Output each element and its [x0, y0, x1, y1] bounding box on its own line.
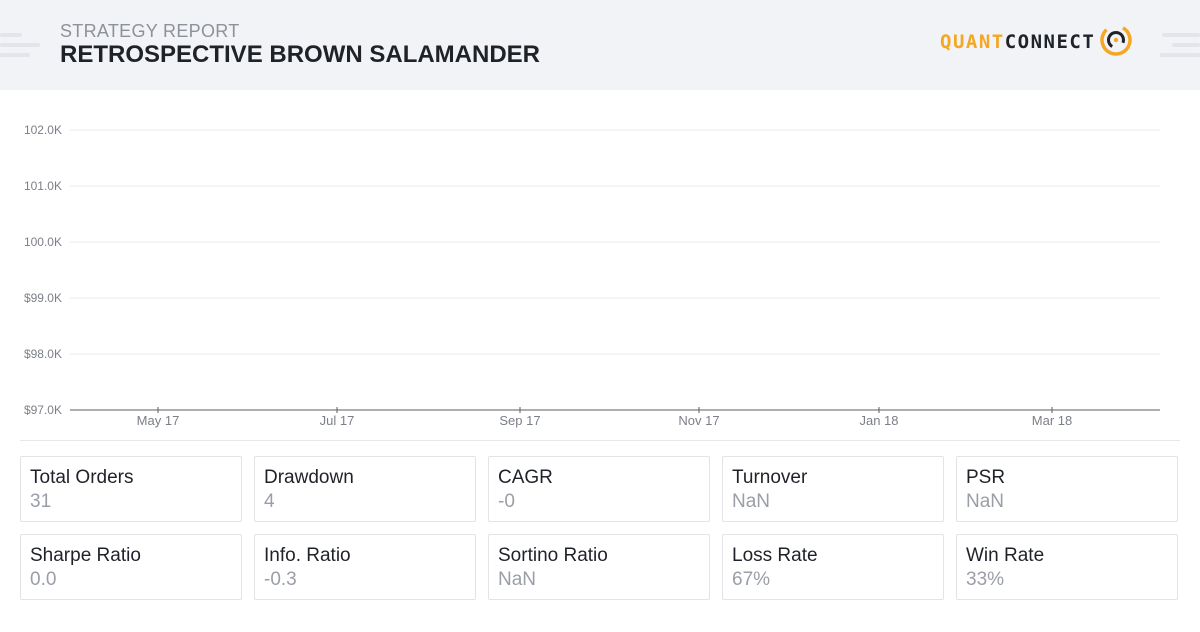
header-decoration-left: [0, 43, 40, 47]
quantconnect-logo: QUANTCONNECT: [940, 22, 1133, 62]
report-subtitle: STRATEGY REPORT: [60, 21, 240, 41]
stat-card-info-ratio: Info. Ratio -0.3: [254, 534, 476, 600]
stat-card-total-orders: Total Orders 31: [20, 456, 242, 522]
stat-label: PSR: [966, 467, 1006, 488]
stat-value: 31: [30, 491, 52, 512]
header-decoration-right: [1162, 33, 1200, 37]
quantconnect-logo-icon: [1099, 23, 1133, 62]
logo-text-connect: CONNECT: [1004, 31, 1096, 53]
stat-label: Turnover: [732, 467, 808, 488]
stat-value: NaN: [498, 569, 537, 590]
stat-label: Sharpe Ratio: [30, 545, 141, 566]
stat-label: CAGR: [498, 467, 553, 488]
stat-label: Sortino Ratio: [498, 545, 608, 566]
y-tick-label: 101.0K: [24, 179, 62, 193]
header-decoration-left: [0, 53, 30, 57]
stat-value: 0.0: [30, 569, 57, 590]
stat-label: Loss Rate: [732, 545, 818, 566]
y-tick-label: 102.0K: [24, 123, 62, 137]
stat-card-drawdown: Drawdown 4: [254, 456, 476, 522]
stat-card-cagr: CAGR -0: [488, 456, 710, 522]
x-tick-label: Nov 17: [678, 413, 719, 428]
x-tick-label: Jul 17: [320, 413, 355, 428]
header-decoration-right: [1172, 43, 1200, 47]
stat-value: 4: [264, 491, 275, 512]
section-divider: [20, 440, 1180, 441]
stat-label: Drawdown: [264, 467, 354, 488]
stat-value: 67%: [732, 569, 771, 590]
report-title: RETROSPECTIVE BROWN SALAMANDER: [60, 41, 541, 68]
stat-card-turnover: Turnover NaN: [722, 456, 944, 522]
stat-value: NaN: [966, 491, 1005, 512]
header-decoration-left: [0, 33, 22, 37]
stat-card-psr: PSR NaN: [956, 456, 1178, 522]
stat-card-win-rate: Win Rate 33%: [956, 534, 1178, 600]
x-tick-label: Sep 17: [499, 413, 540, 428]
y-tick-label: $99.0K: [24, 291, 62, 305]
stat-card-sortino-ratio: Sortino Ratio NaN: [488, 534, 710, 600]
header-decoration-right: [1160, 53, 1200, 57]
stat-label: Info. Ratio: [264, 545, 351, 566]
stat-label: Total Orders: [30, 467, 134, 488]
x-tick-label: May 17: [137, 413, 180, 428]
stat-value: -0.3: [264, 569, 297, 590]
logo-text-quant: QUANT: [940, 31, 1005, 53]
x-tick-label: Jan 18: [859, 413, 898, 428]
stat-label: Win Rate: [966, 545, 1045, 566]
y-tick-label: $98.0K: [24, 347, 62, 361]
stat-value: -0: [498, 491, 515, 512]
x-tick-label: Mar 18: [1032, 413, 1072, 428]
stat-card-loss-rate: Loss Rate 67%: [722, 534, 944, 600]
report-header: STRATEGY REPORT RETROSPECTIVE BROWN SALA…: [0, 0, 1200, 90]
stat-value: 33%: [966, 569, 1005, 590]
stat-card-sharpe-ratio: Sharpe Ratio 0.0: [20, 534, 242, 600]
equity-chart: 102.0K 101.0K 100.0K $99.0K $98.0K $97.0K May …: [0, 90, 1200, 440]
y-tick-label: $97.0K: [24, 403, 62, 417]
equity-chart-svg: 102.0K 101.0K 100.0K $99.0K $98.0K $97.0K May …: [24, 123, 1160, 428]
stat-value: NaN: [732, 491, 771, 512]
y-tick-label: 100.0K: [24, 235, 62, 249]
